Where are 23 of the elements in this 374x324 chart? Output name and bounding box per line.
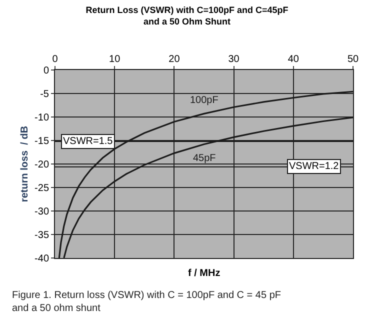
y-tick-label: 0: [43, 66, 50, 76]
x-tick-label: 0: [52, 54, 58, 65]
y-tick-label: -20: [34, 160, 50, 170]
annotation: VSWR=1.2: [289, 161, 340, 172]
x-tick-label: 40: [288, 54, 300, 65]
y-tick-label: -30: [34, 206, 50, 218]
x-tick-label: 10: [109, 54, 121, 65]
y-tick-label: -15: [34, 136, 50, 147]
y-axis-title: return loss / dB: [20, 126, 31, 202]
chart-title: Return Loss (VSWR) with C=100pF and C=45pF and a 50 Ohm Shunt: [86, 4, 289, 27]
y-tick-label: -35: [34, 230, 50, 241]
annotation: VSWR=1.5: [63, 136, 114, 147]
x-tick-label: 50: [347, 54, 359, 65]
caption: Figure 1. Return loss (VSWR) with C = 100pF and C = 45 pF and a 50 ohm shunt: [12, 290, 281, 314]
x-axis-title: f / MHz: [188, 268, 220, 279]
series-label: 45pF: [193, 153, 216, 164]
x-tick-label: 30: [228, 54, 240, 65]
y-tick-label: -25: [34, 183, 50, 194]
y-tick-label: -5: [40, 89, 50, 100]
y-tick-label: -10: [34, 112, 50, 124]
x-tick-label: 20: [168, 54, 180, 65]
series-label: 100pF: [190, 95, 218, 106]
y-tick-label: -40: [34, 254, 50, 264]
